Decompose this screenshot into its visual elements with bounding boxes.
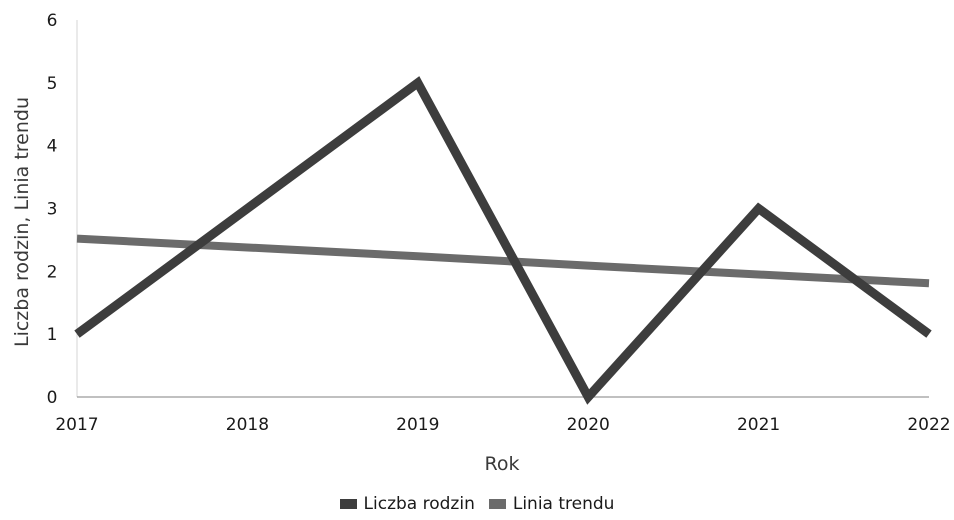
y-tick-label: 2 [47, 262, 58, 282]
series-line-linia-trendu [76, 234, 930, 288]
legend-swatch-liczba-rodzin [339, 499, 357, 509]
legend-item-linia-trendu: Linia trendu [488, 494, 615, 514]
legend-item-liczba-rodzin: Liczba rodzin [339, 494, 475, 514]
x-tick-label: 2019 [396, 415, 439, 435]
y-tick-label: 3 [47, 200, 58, 220]
x-tick-label: 2022 [907, 415, 950, 435]
y-tick-label: 4 [47, 137, 58, 157]
x-axis-title: Rok [485, 453, 520, 475]
legend-label-linia-trendu: Linia trendu [512, 494, 615, 514]
series-lines [74, 76, 932, 405]
y-tick-label: 6 [47, 11, 58, 31]
legend-label-liczba-rodzin: Liczba rodzin [363, 494, 475, 514]
x-tick-label: 2020 [567, 415, 610, 435]
y-tick-labels: 0 1 2 3 4 5 6 [47, 11, 58, 408]
y-tick-label: 0 [47, 388, 58, 408]
x-tick-labels: 2017 2018 2019 2020 2021 2022 [55, 415, 950, 435]
axes [76, 20, 929, 398]
line-chart: 0 1 2 3 4 5 6 2017 2018 2019 2020 2021 2022 Rok Lic… [11, 11, 951, 475]
x-tick-label: 2018 [226, 415, 269, 435]
legend-swatch-linia-trendu [488, 499, 506, 509]
series-line-liczba-rodzin [74, 76, 932, 405]
x-tick-label: 2021 [737, 415, 780, 435]
y-tick-label: 1 [47, 325, 58, 345]
y-tick-label: 5 [47, 74, 58, 94]
y-axis-title: Liczba rodzin, Linia trendu [11, 97, 33, 347]
legend: Liczba rodzin Linia trendu [0, 494, 954, 514]
x-tick-label: 2017 [55, 415, 98, 435]
